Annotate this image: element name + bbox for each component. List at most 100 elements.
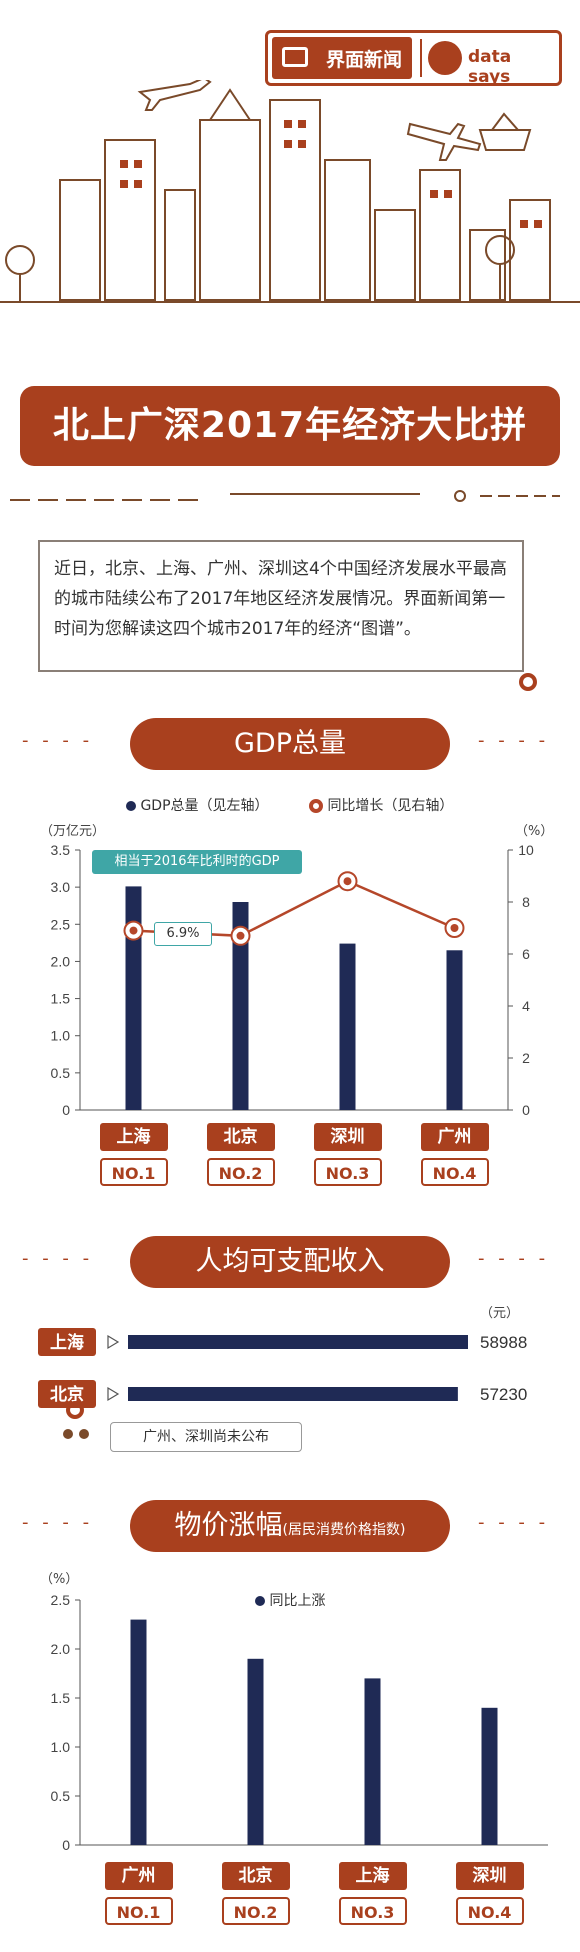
rank-tag: NO.2	[206, 1158, 275, 1186]
growth-point-center	[343, 877, 352, 886]
intro-paragraph: 近日，北京、上海、广州、深圳这4个中国经济发展水平最高的城市陆续公布了2017年…	[38, 540, 524, 672]
y-tick-label: 0	[62, 1837, 70, 1853]
gdp-bar	[125, 886, 142, 1110]
dashes-right: - - - -	[478, 1512, 550, 1533]
city-tag: 广州	[104, 1862, 173, 1890]
y-tick-label: 0.5	[51, 1788, 71, 1804]
y-tick-label: 2.5	[51, 1592, 71, 1608]
gdp-bar	[446, 950, 463, 1110]
income-value: 58988	[480, 1333, 527, 1352]
left-tick-label: 2.0	[51, 953, 71, 969]
brand-cn: 界面新闻	[272, 37, 412, 79]
data-says-icon	[428, 41, 462, 75]
right-tick-label: 2	[522, 1050, 530, 1066]
cpi-bar	[247, 1658, 264, 1845]
dashes-right: - - - -	[478, 730, 550, 751]
legend-growth-label: 同比增长（见右轴）	[327, 798, 454, 814]
left-tick-label: 0.5	[51, 1065, 71, 1081]
city-tag: 上海	[338, 1862, 407, 1890]
brand-cn-text: 界面新闻	[325, 48, 402, 71]
left-tick-label: 2.5	[51, 916, 71, 932]
cpi-legend: 同比上涨	[255, 1590, 325, 1610]
left-tick-label: 3.5	[51, 842, 71, 858]
jiemian-logo-icon	[282, 47, 308, 67]
left-tick-label: 1.5	[51, 991, 71, 1007]
airplane-icon	[137, 80, 212, 111]
dashes-left: - - - -	[22, 730, 94, 751]
right-tick-label: 4	[522, 998, 530, 1014]
gdp-section-title: GDP总量	[130, 718, 450, 770]
decorative-ring-icon	[519, 673, 537, 691]
dashes-left: - - - -	[22, 1512, 94, 1533]
dashes-left: - - - -	[22, 1248, 94, 1269]
gdp-right-unit: （%）	[515, 824, 554, 839]
cpi-bar	[364, 1678, 381, 1845]
brand-divider	[420, 39, 422, 77]
cpi-unit: （%）	[40, 1572, 79, 1587]
rank-tag: NO.1	[104, 1897, 173, 1925]
city-label-bg	[38, 1380, 96, 1408]
city-tag: 广州	[420, 1123, 489, 1151]
gdp-bar	[339, 943, 356, 1110]
y-tick-label: 2.0	[51, 1641, 71, 1657]
page-title: 北上广深2017年经济大比拼	[20, 386, 560, 466]
y-tick-label: 1.5	[51, 1690, 71, 1706]
city-tag: 上海	[99, 1123, 168, 1151]
brand-box: 界面新闻 data says	[265, 30, 562, 87]
income-chart: 上海 58988 北京 57230	[38, 1328, 527, 1408]
decorative-dots-icon	[63, 1401, 89, 1439]
rank-tag: NO.2	[221, 1897, 290, 1925]
gdp-callout: 相当于2016年比利时的GDP	[92, 850, 302, 874]
cpi-chart: 0 0.5 1.0 1.5 2.0 2.5	[51, 1592, 548, 1853]
right-tick-label: 6	[522, 946, 530, 962]
city-tag: 北京	[206, 1123, 275, 1151]
decorative-line	[10, 490, 560, 502]
growth-point-center	[236, 931, 245, 940]
legend-gdp-label: GDP总量（见左轴）	[140, 798, 269, 814]
left-tick-label: 3.0	[51, 879, 71, 895]
rank-tag: NO.3	[313, 1158, 382, 1186]
legend-dot-gdp	[126, 801, 136, 811]
city-label: 北京	[50, 1384, 84, 1405]
growth-label-callout: 6.9%	[154, 922, 212, 946]
brand-en: data says	[468, 47, 512, 87]
cpi-subtitle-text: (居民消费价格指数)	[282, 1522, 406, 1538]
city-tag: 北京	[221, 1862, 290, 1890]
right-tick-label: 0	[522, 1102, 530, 1118]
growth-point-center	[129, 926, 138, 935]
right-tick-label: 8	[522, 894, 530, 910]
city-label-bg	[38, 1328, 96, 1356]
right-tick-label: 10	[518, 842, 534, 858]
legend-ring-growth	[308, 799, 323, 813]
gdp-legend: GDP总量（见左轴） 同比增长（见右轴）	[126, 795, 546, 817]
income-unit: （元）	[480, 1306, 520, 1321]
rank-tag: NO.1	[99, 1158, 168, 1186]
triangle-pointer-icon	[107, 1334, 120, 1350]
cpi-bar	[481, 1707, 498, 1845]
legend-dot-cpi	[255, 1596, 265, 1606]
city-label: 上海	[50, 1332, 84, 1353]
rank-tag: NO.3	[338, 1897, 407, 1925]
gdp-chart: 0 0.5 1.0 1.5 2.0 2.5 3.0 3.5 0 2 4 6 8 10	[51, 842, 534, 1118]
city-tag: 深圳	[313, 1123, 382, 1151]
triangle-pointer-icon	[107, 1386, 120, 1402]
y-tick-label: 1.0	[51, 1739, 71, 1755]
city-tag: 深圳	[455, 1862, 524, 1890]
cpi-bar	[130, 1619, 147, 1845]
dashes-right: - - - -	[478, 1248, 550, 1269]
income-bar	[128, 1387, 458, 1401]
income-note: 广州、深圳尚未公布	[110, 1422, 302, 1452]
left-tick-label: 0	[62, 1102, 70, 1118]
cpi-section-title: 物价涨幅(居民消费价格指数)	[130, 1500, 450, 1552]
city-skyline-illustration	[0, 80, 580, 303]
cpi-title-text: 物价涨幅	[174, 1510, 283, 1541]
rank-tag: NO.4	[420, 1158, 489, 1186]
gdp-bar	[232, 902, 249, 1110]
income-section-title: 人均可支配收入	[130, 1236, 450, 1288]
cpi-legend-label: 同比上涨	[269, 1593, 326, 1609]
rank-tag: NO.4	[455, 1897, 524, 1925]
income-bar	[128, 1335, 468, 1349]
growth-point-center	[450, 924, 459, 932]
left-tick-label: 1.0	[51, 1028, 71, 1044]
gdp-left-unit: （万亿元）	[40, 824, 106, 839]
